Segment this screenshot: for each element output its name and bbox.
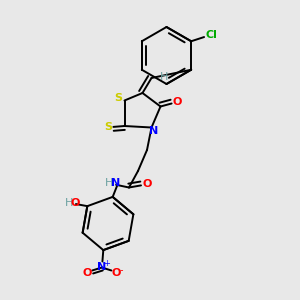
Text: O: O [112,268,121,278]
Text: O: O [70,197,80,208]
Text: O: O [172,97,182,107]
Text: O: O [142,179,152,189]
Text: N: N [149,126,158,136]
Text: H: H [160,72,168,82]
Text: +: + [103,260,110,268]
Text: N: N [97,262,106,272]
Text: S: S [114,93,122,103]
Text: H: H [105,178,114,188]
Text: H: H [65,197,74,208]
Text: N: N [112,178,121,188]
Text: -: - [120,265,123,275]
Text: Cl: Cl [206,30,218,40]
Text: S: S [104,122,112,133]
Text: O: O [83,268,92,278]
